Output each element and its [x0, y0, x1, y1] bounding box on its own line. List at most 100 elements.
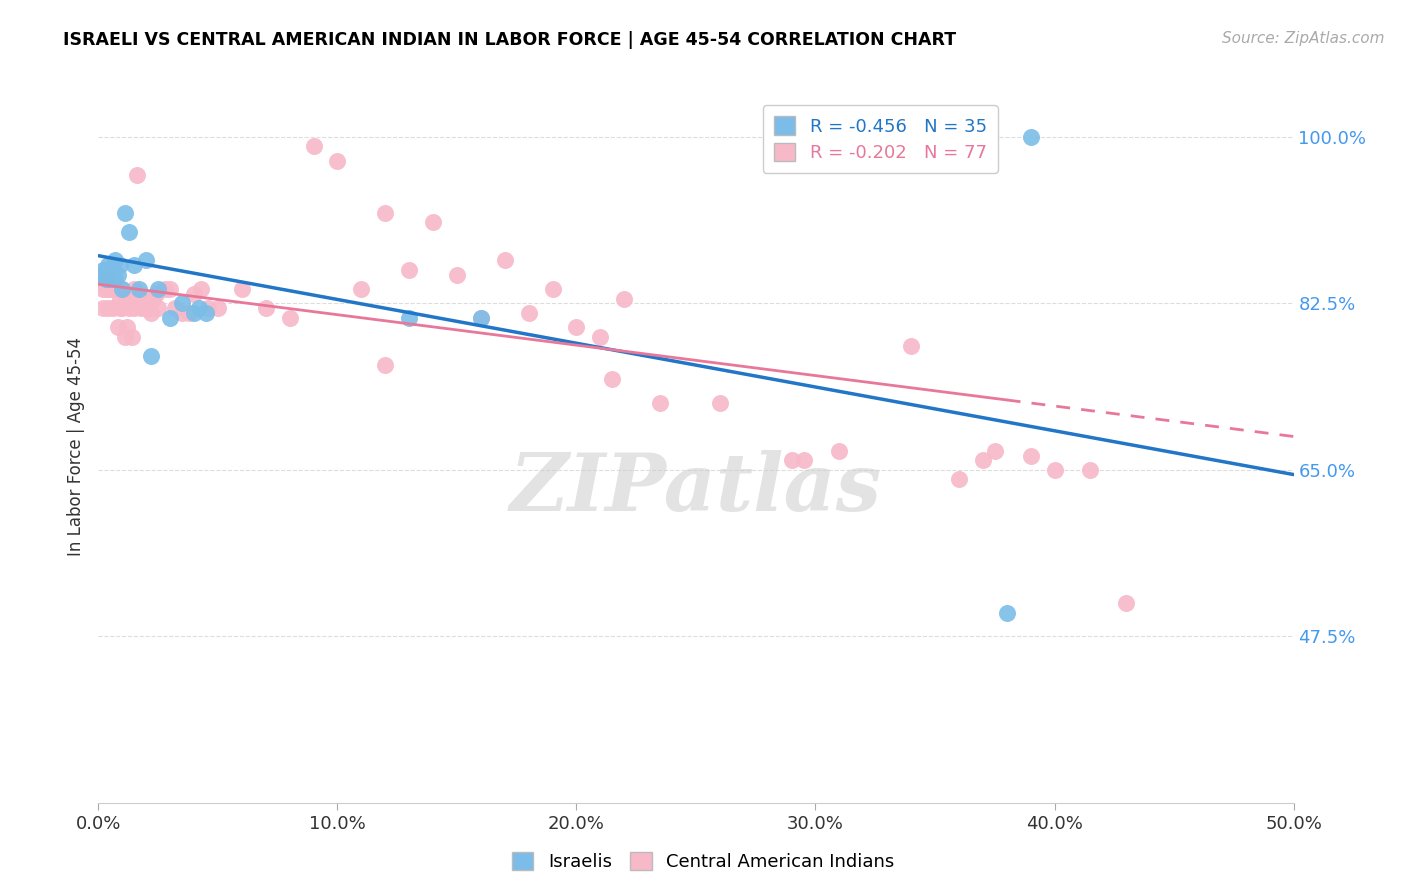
- Point: [135, 301, 157, 315]
- Point: [98, 265, 122, 279]
- Point: [984, 443, 1007, 458]
- Point: [91, 263, 114, 277]
- Point: [163, 301, 186, 315]
- Point: [648, 396, 672, 410]
- Point: [183, 286, 205, 301]
- Point: [995, 606, 1018, 620]
- Point: [197, 301, 219, 315]
- Legend: R = -0.456   N = 35, R = -0.202   N = 77: R = -0.456 N = 35, R = -0.202 N = 77: [763, 105, 998, 173]
- Point: [780, 453, 803, 467]
- Point: [326, 153, 349, 168]
- Point: [602, 372, 624, 386]
- Point: [172, 296, 194, 310]
- Point: [101, 263, 124, 277]
- Point: [148, 282, 170, 296]
- Text: ZIPatlas: ZIPatlas: [510, 450, 882, 527]
- Point: [179, 306, 201, 320]
- Point: [183, 306, 205, 320]
- Point: [972, 453, 994, 467]
- Point: [115, 320, 138, 334]
- Point: [124, 258, 146, 272]
- Point: [104, 272, 127, 286]
- Point: [709, 396, 731, 410]
- Point: [97, 263, 120, 277]
- Point: [107, 320, 129, 334]
- Point: [155, 282, 177, 296]
- Point: [104, 272, 127, 286]
- Point: [94, 272, 117, 286]
- Point: [470, 310, 492, 325]
- Point: [97, 258, 120, 272]
- Point: [446, 268, 468, 282]
- Point: [90, 272, 112, 286]
- Point: [107, 268, 129, 282]
- Point: [828, 443, 851, 458]
- Point: [101, 301, 124, 315]
- Point: [125, 168, 148, 182]
- Point: [104, 282, 127, 296]
- Point: [541, 282, 564, 296]
- Point: [1043, 463, 1066, 477]
- Y-axis label: In Labor Force | Age 45-54: In Labor Force | Age 45-54: [66, 336, 84, 556]
- Point: [589, 329, 612, 343]
- Point: [159, 310, 181, 325]
- Point: [254, 301, 277, 315]
- Point: [139, 349, 162, 363]
- Point: [114, 329, 136, 343]
- Point: [1115, 596, 1137, 610]
- Point: [398, 310, 420, 325]
- Point: [118, 225, 141, 239]
- Point: [613, 292, 636, 306]
- Point: [422, 215, 444, 229]
- Point: [138, 301, 160, 315]
- Point: [131, 301, 153, 315]
- Point: [91, 301, 114, 315]
- Point: [114, 206, 136, 220]
- Point: [101, 272, 124, 286]
- Point: [172, 306, 194, 320]
- Point: [121, 329, 143, 343]
- Point: [195, 306, 218, 320]
- Point: [145, 286, 167, 301]
- Point: [374, 358, 396, 372]
- Point: [107, 282, 129, 296]
- Point: [114, 292, 136, 306]
- Point: [159, 282, 181, 296]
- Point: [98, 272, 122, 286]
- Point: [565, 320, 588, 334]
- Point: [187, 301, 209, 315]
- Point: [108, 258, 131, 272]
- Point: [104, 253, 127, 268]
- Point: [148, 301, 170, 315]
- Point: [1080, 463, 1102, 477]
- Point: [128, 292, 150, 306]
- Point: [1019, 449, 1042, 463]
- Point: [142, 292, 165, 306]
- Point: [374, 206, 396, 220]
- Point: [124, 301, 146, 315]
- Text: Source: ZipAtlas.com: Source: ZipAtlas.com: [1222, 31, 1385, 46]
- Point: [517, 306, 540, 320]
- Text: ISRAELI VS CENTRAL AMERICAN INDIAN IN LABOR FORCE | AGE 45-54 CORRELATION CHART: ISRAELI VS CENTRAL AMERICAN INDIAN IN LA…: [63, 31, 956, 49]
- Point: [98, 282, 122, 296]
- Point: [398, 263, 420, 277]
- Point: [98, 282, 122, 296]
- Point: [90, 268, 112, 282]
- Point: [108, 292, 131, 306]
- Point: [132, 292, 155, 306]
- Point: [207, 301, 229, 315]
- Point: [350, 282, 373, 296]
- Point: [111, 282, 134, 296]
- Point: [900, 339, 922, 353]
- Point: [139, 306, 162, 320]
- Point: [97, 268, 120, 282]
- Point: [111, 282, 134, 296]
- Point: [1019, 129, 1042, 144]
- Point: [128, 282, 150, 296]
- Point: [470, 310, 492, 325]
- Point: [101, 282, 124, 296]
- Legend: Israelis, Central American Indians: Israelis, Central American Indians: [505, 845, 901, 879]
- Point: [190, 282, 212, 296]
- Point: [118, 301, 141, 315]
- Point: [94, 268, 117, 282]
